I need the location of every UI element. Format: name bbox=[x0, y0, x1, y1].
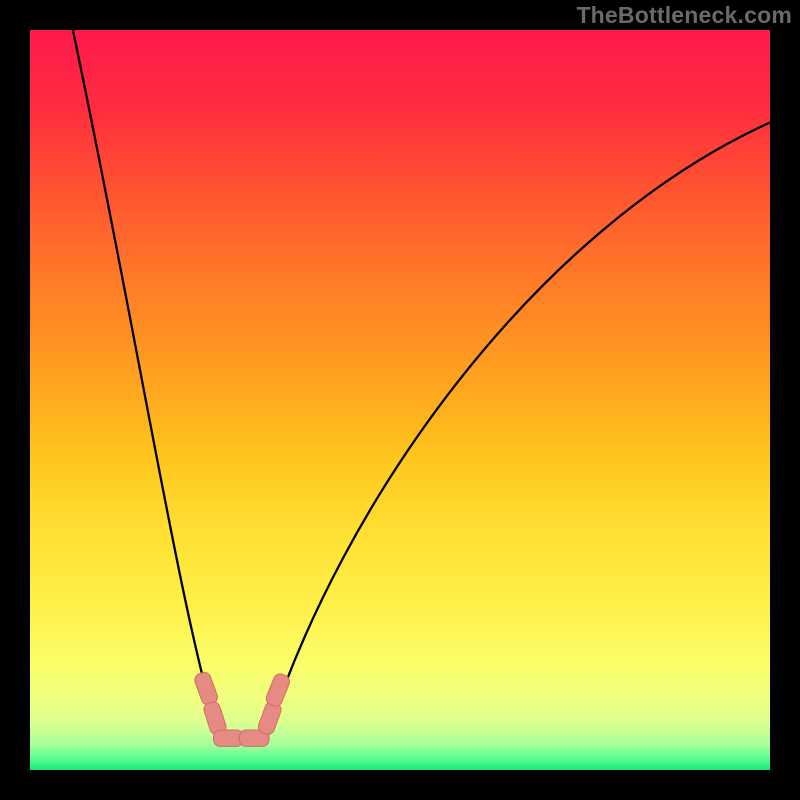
curve-marker bbox=[214, 730, 244, 746]
chart-root: TheBottleneck.com bbox=[0, 0, 800, 800]
watermark-text: TheBottleneck.com bbox=[576, 2, 792, 29]
gradient-background bbox=[30, 30, 770, 770]
bottleneck-chart bbox=[0, 0, 800, 800]
